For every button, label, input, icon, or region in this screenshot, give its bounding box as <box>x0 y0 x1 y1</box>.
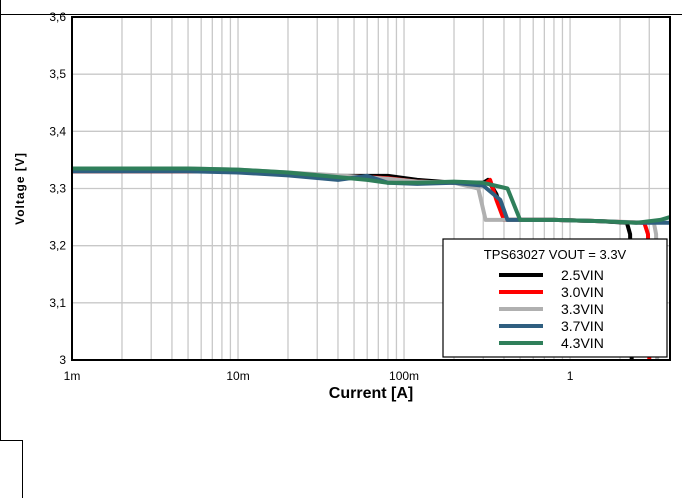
y-tick-labels: 3 3,1 3,2 3,3 3,4 3,5 3,6 <box>49 10 66 367</box>
y-axis-label: Voltage [V] <box>13 152 27 225</box>
legend-entry: 4.3VIN <box>561 335 604 351</box>
frame-left-border <box>0 0 1 440</box>
y-tick-label: 3,4 <box>49 124 66 138</box>
frame-top-border <box>0 14 682 15</box>
series-group <box>72 166 671 361</box>
legend-box <box>442 238 668 358</box>
x-tick-label: 1m <box>64 369 81 383</box>
x-axis-label: Current [A] <box>329 385 413 402</box>
y-tick-label: 3,1 <box>49 296 66 310</box>
y-tick-label: 3 <box>59 353 66 367</box>
x-tick-label: 1 <box>567 369 574 383</box>
plot-border <box>71 16 671 361</box>
frame-lower-left-border <box>22 440 23 498</box>
legend-entry: 3.7VIN <box>561 318 604 334</box>
x-tick-label: 100m <box>389 369 419 383</box>
legend: TPS63027 VOUT = 3.3V 2.5VIN3.0VIN3.3VIN3.… <box>442 238 668 358</box>
legend-entry: 2.5VIN <box>561 267 604 283</box>
frame-step-border <box>0 440 22 441</box>
y-tick-label: 3,5 <box>49 67 66 81</box>
y-tick-label: 3,2 <box>49 239 66 253</box>
legend-entry: 3.0VIN <box>561 284 604 300</box>
x-tick-labels: 1m 10m 100m 1 <box>64 369 574 383</box>
legend-title: TPS63027 VOUT = 3.3V <box>484 247 627 262</box>
series-line <box>72 166 671 225</box>
x-tick-label: 10m <box>226 369 249 383</box>
y-tick-label: 3,6 <box>49 10 66 24</box>
y-tick-label: 3,3 <box>49 182 66 196</box>
legend-entry: 3.3VIN <box>561 301 604 317</box>
